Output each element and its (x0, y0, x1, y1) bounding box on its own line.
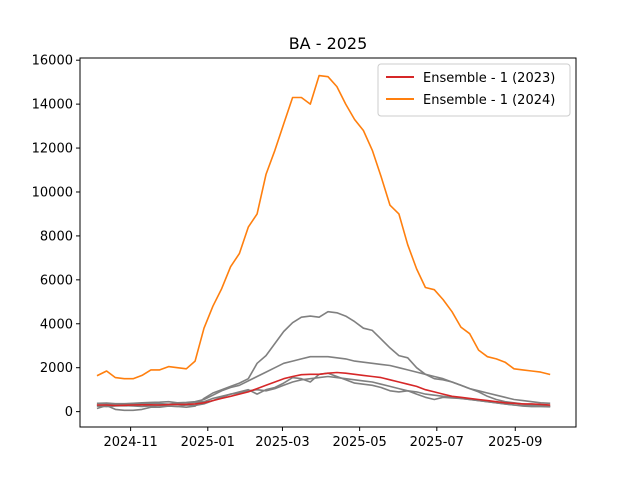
series-line-2 (96, 74, 551, 380)
series-line-1 (96, 371, 551, 407)
y-tick-label: 6000 (40, 273, 73, 288)
plot-frame (79, 57, 577, 428)
y-tick-label: 8000 (40, 229, 73, 244)
y-tick-label: 16000 (32, 54, 73, 69)
x-tick-label: 2025-09 (488, 435, 542, 450)
x-axis: 2024-11 2025-01 2025-03 2025-05 2025-07 2025-… (103, 427, 542, 450)
y-tick-label: 14000 (32, 98, 73, 113)
y-tick-label: 4000 (40, 317, 73, 332)
y-tick-label: 12000 (32, 142, 73, 157)
legend-label: Ensemble - 1 (2023) (423, 71, 555, 86)
series-layer (96, 74, 551, 412)
x-tick-label: 2024-11 (103, 435, 157, 450)
x-tick-label: 2025-03 (255, 435, 309, 450)
legend-label: Ensemble - 1 (2024) (423, 93, 555, 108)
x-tick-label: 2025-05 (332, 435, 386, 450)
y-tick-label: 10000 (32, 185, 73, 200)
legend: Ensemble - 1 (2023) Ensemble - 1 (2024) (377, 63, 571, 117)
x-tick-label: 2025-01 (181, 435, 235, 450)
y-tick-label: 0 (65, 405, 73, 420)
y-tick-label: 2000 (40, 361, 73, 376)
legend-box (377, 63, 571, 117)
plot-area (79, 57, 577, 428)
y-axis: 0 2000 4000 6000 8000 10000 12000 14000 16000 (32, 54, 80, 420)
chart-title: BA - 2025 (289, 34, 368, 53)
x-tick-label: 2025-07 (410, 435, 464, 450)
